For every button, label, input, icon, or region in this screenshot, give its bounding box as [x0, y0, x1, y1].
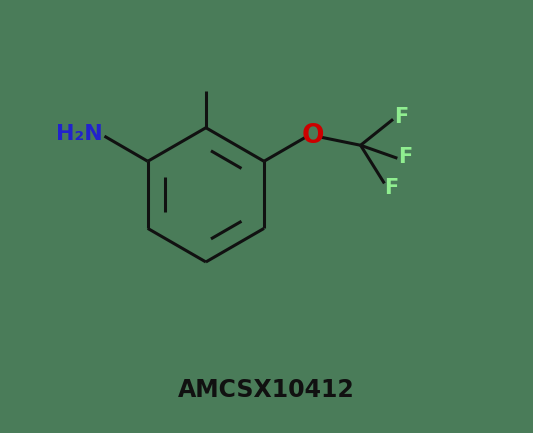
Text: F: F [384, 178, 399, 198]
Text: H₂N: H₂N [55, 124, 102, 144]
Text: F: F [398, 147, 413, 168]
Text: AMCSX10412: AMCSX10412 [178, 378, 355, 402]
Text: F: F [394, 107, 408, 127]
Text: O: O [302, 123, 324, 149]
